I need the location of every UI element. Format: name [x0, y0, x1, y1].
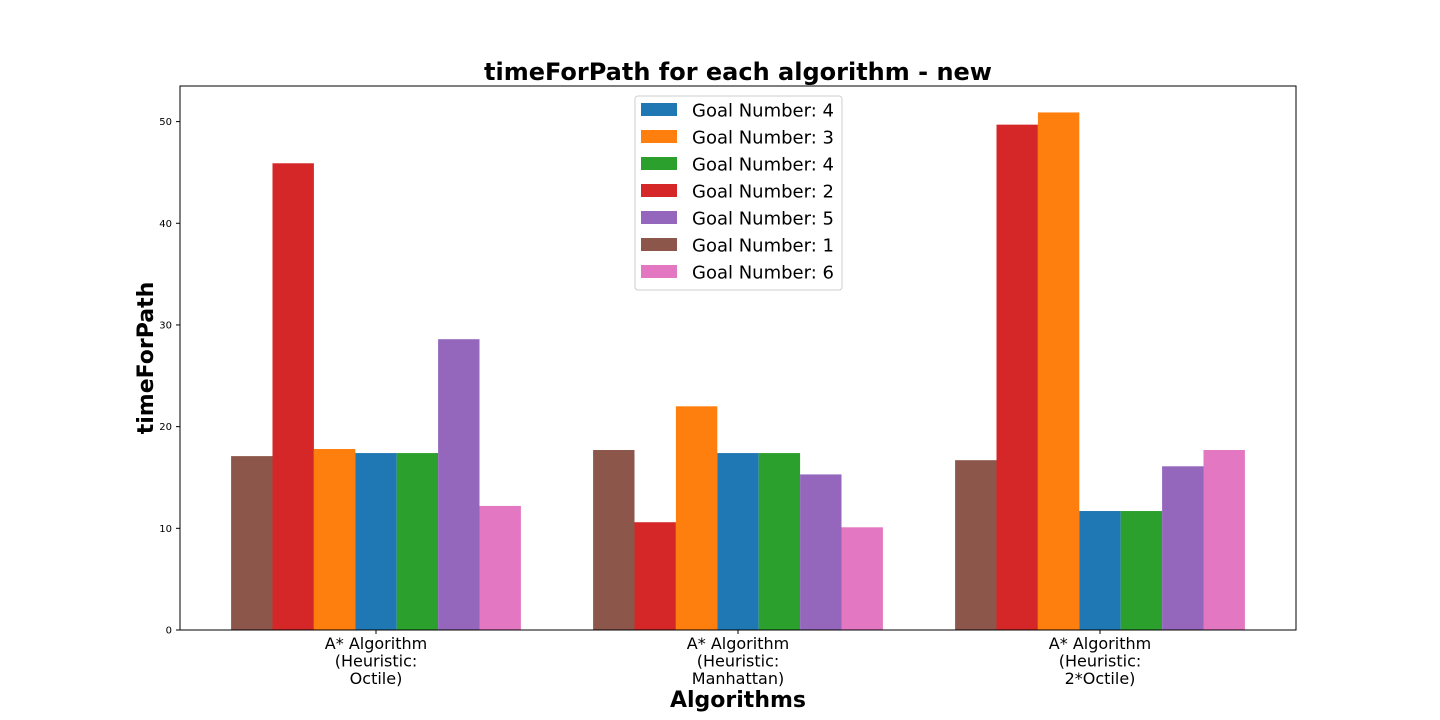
bar-goal-number-2-cat-2 [996, 124, 1038, 630]
legend-swatch [641, 211, 677, 224]
bar-goal-number-6-cat-1 [841, 527, 883, 630]
bars-group [231, 112, 1245, 630]
y-tick-label: 10 [159, 524, 172, 535]
legend-label: Goal Number: 5 [692, 209, 834, 230]
legend-label: Goal Number: 4 [692, 101, 834, 122]
legend-box [634, 95, 843, 291]
legend-swatch [641, 157, 677, 170]
bar-goal-number-4-cat-0 [355, 453, 397, 630]
bar-goal-number-3-cat-2 [1037, 112, 1080, 630]
bar-goal-number-4-cat-1 [717, 453, 759, 630]
bar-goal-number-2-cat-1 [634, 522, 676, 630]
legend-swatch [641, 265, 677, 278]
legend-swatch [641, 103, 677, 116]
bar-goal-number-2-cat-0 [272, 163, 314, 630]
legend-label: Goal Number: 1 [692, 236, 834, 257]
x-axis-label: Algorithms [670, 688, 806, 713]
y-axis: 0 10 20 30 40 50 [159, 117, 180, 637]
legend-label: Goal Number: 2 [692, 182, 834, 203]
bar-goal-number-5-cat-1 [800, 474, 842, 630]
x-axis: A* Algorithm (Heuristic: Octile) A* Algorit… [325, 630, 1151, 688]
chart-title: timeForPath for each algorithm - new [484, 58, 992, 86]
y-tick-label: 50 [159, 117, 172, 128]
bar-goal-number-3-cat-0 [313, 449, 356, 630]
x-tick-label: A* Algorithm (Heuristic: Octile) [325, 634, 427, 688]
bar-goal-number-1-cat-1 [593, 450, 635, 630]
legend-label: Goal Number: 4 [692, 155, 834, 176]
bar-goal-number-4-cat-1 [758, 453, 801, 630]
legend-swatch [641, 130, 677, 143]
legend-swatch [641, 184, 677, 197]
bar-goal-number-4-cat-2 [1120, 511, 1163, 630]
legend-swatch [641, 238, 677, 251]
y-tick-label: 0 [166, 626, 172, 637]
bar-goal-number-5-cat-2 [1162, 466, 1204, 630]
y-tick-label: 40 [159, 219, 172, 230]
bar-goal-number-3-cat-1 [675, 406, 718, 630]
legend-label: Goal Number: 3 [692, 128, 834, 149]
y-tick-label: 30 [159, 320, 172, 331]
x-tick-label: A* Algorithm (Heuristic: Manhattan) [687, 634, 789, 688]
bar-goal-number-6-cat-0 [479, 505, 521, 630]
bar-goal-number-1-cat-0 [231, 456, 273, 630]
legend-label: Goal Number: 6 [692, 263, 834, 284]
y-axis-label: timeForPath [134, 282, 159, 435]
x-tick-label: A* Algorithm (Heuristic: 2*Octile) [1049, 634, 1151, 688]
y-tick-label: 20 [159, 422, 172, 433]
bar-goal-number-4-cat-2 [1079, 511, 1121, 630]
bar-goal-number-5-cat-0 [438, 339, 480, 630]
bar-goal-number-4-cat-0 [396, 453, 439, 630]
bar-goal-number-6-cat-2 [1203, 450, 1245, 630]
legend: Goal Number: 4 Goal Number: 3 Goal Number:… [634, 95, 843, 291]
bar-goal-number-1-cat-2 [955, 460, 997, 630]
